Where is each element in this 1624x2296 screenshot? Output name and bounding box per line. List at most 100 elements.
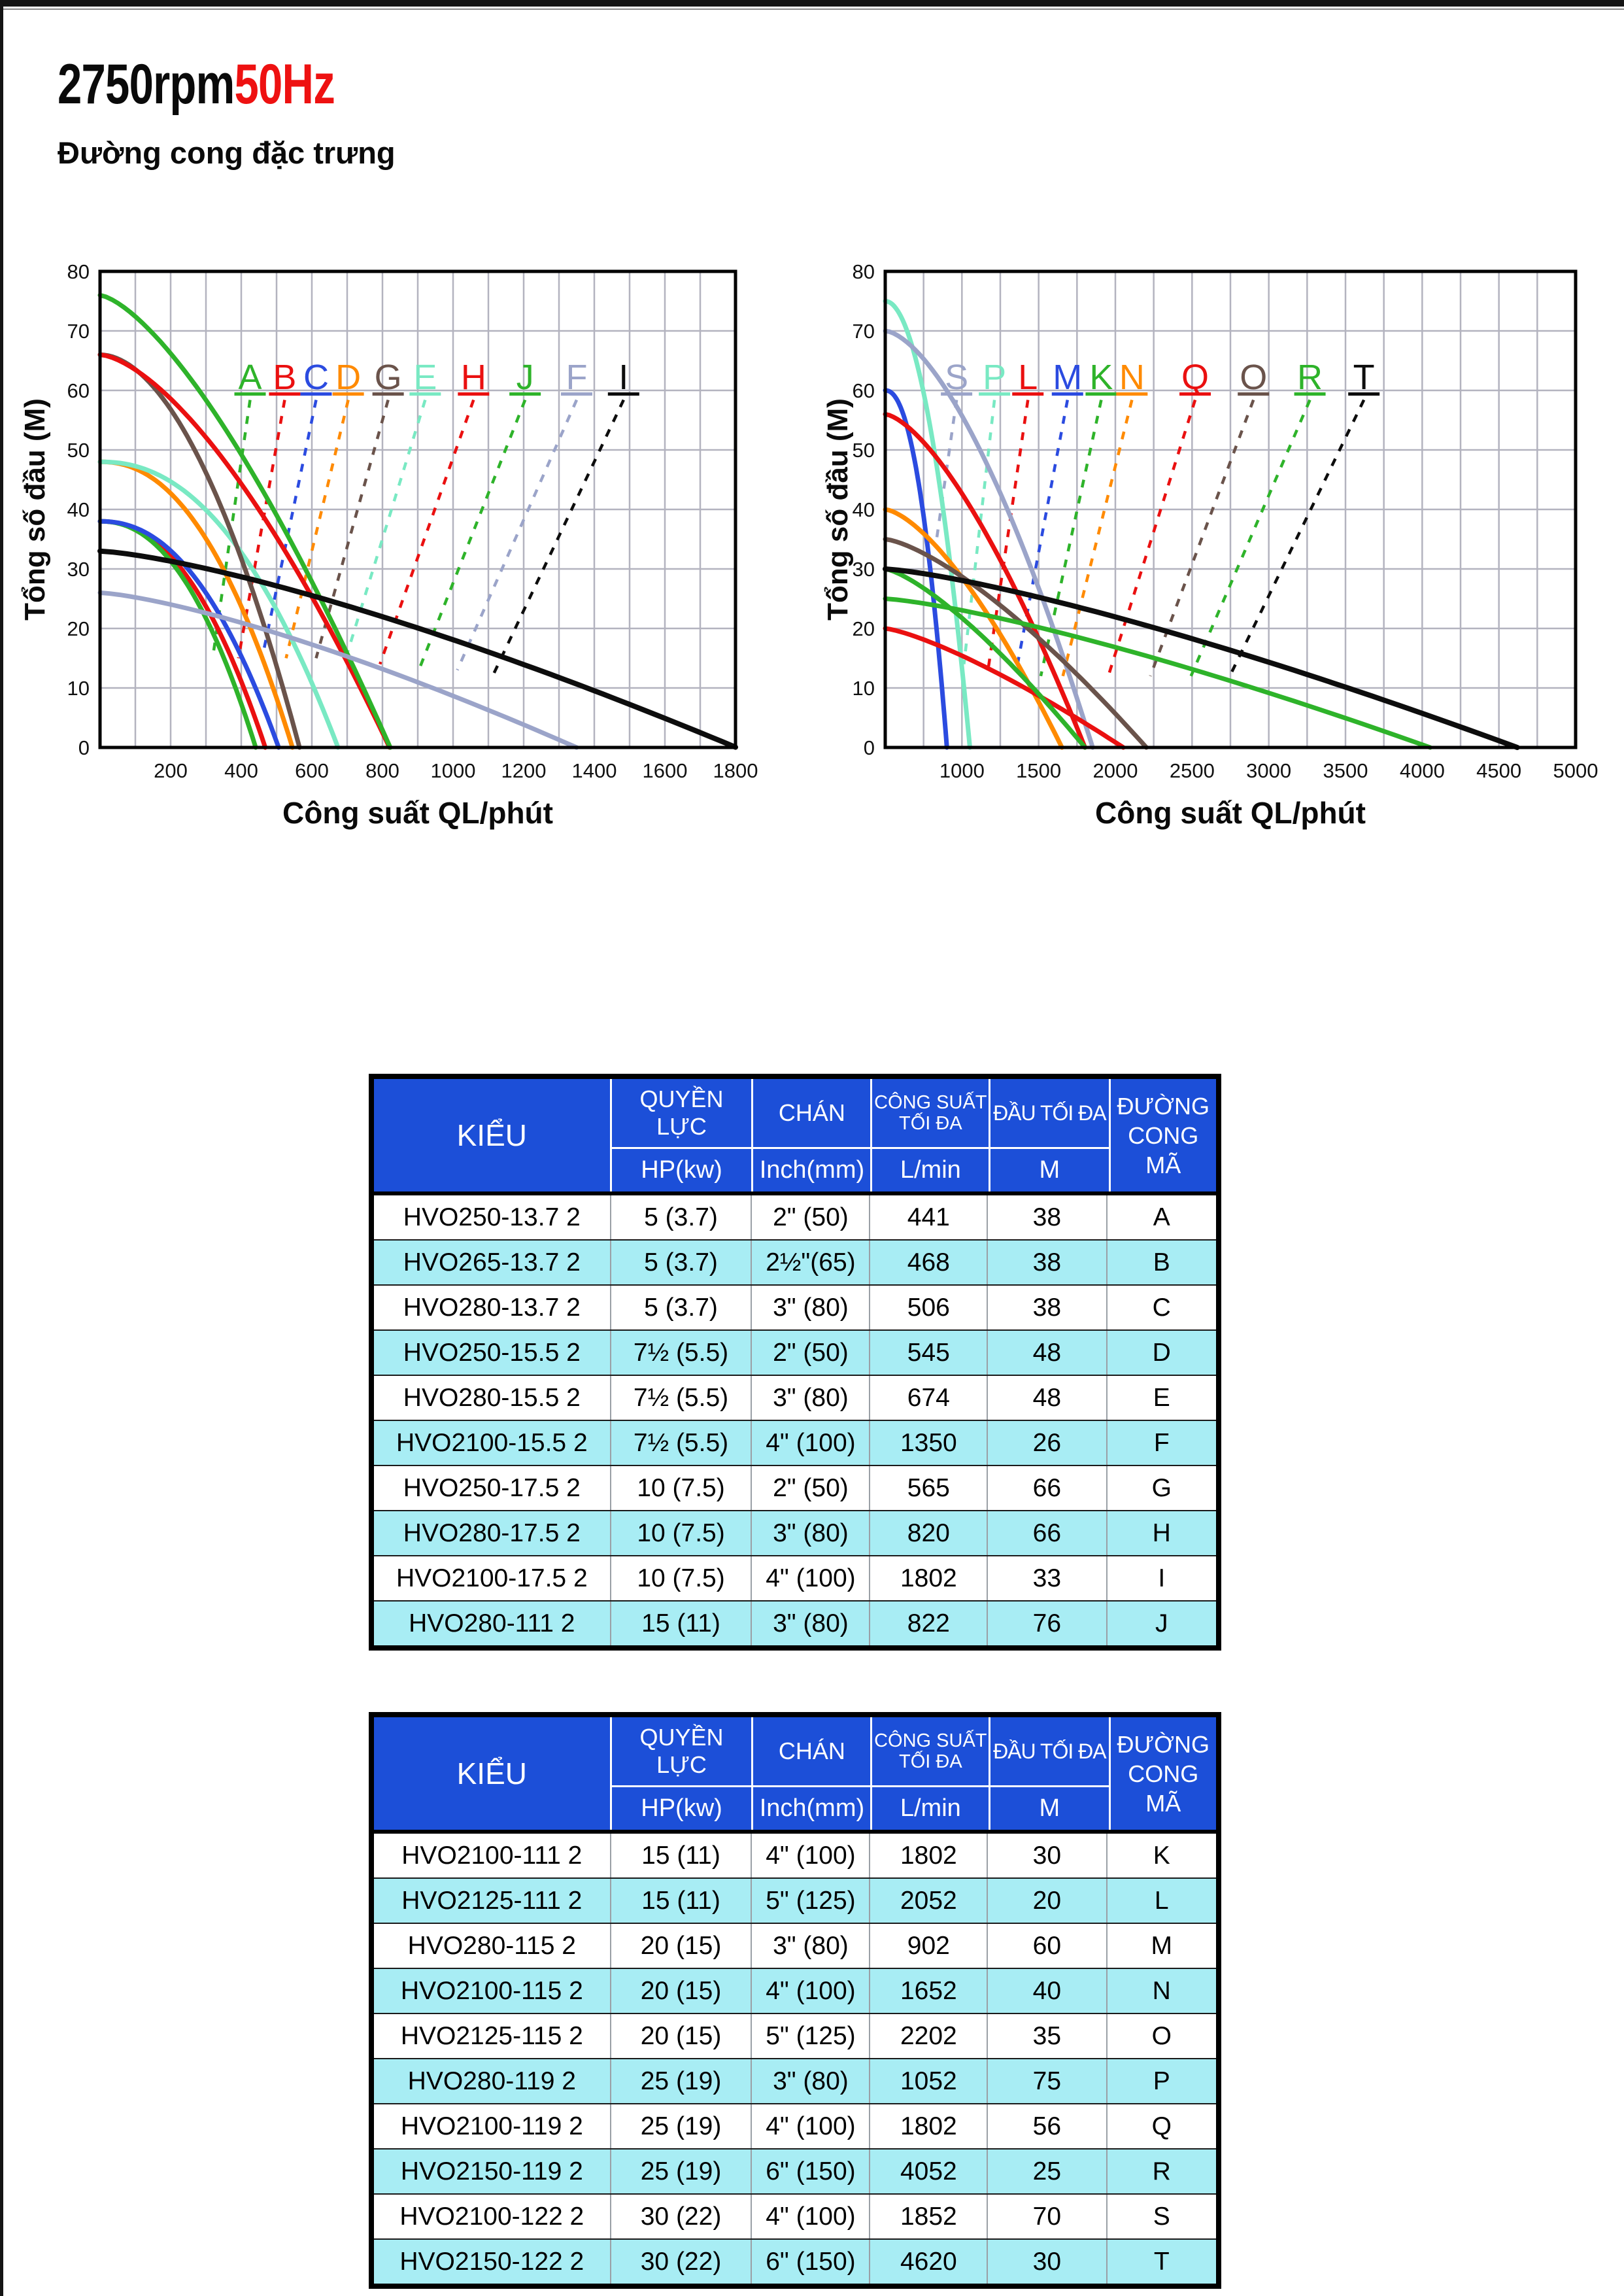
pump-curve-P xyxy=(883,299,972,750)
curve-code-cell: E xyxy=(1106,1376,1217,1420)
power-cell: 5 (3.7) xyxy=(609,1241,751,1284)
table-header: KIỂU QUYỀN LỰC HP(kw) CHÁN Inch(mm) CÔNG… xyxy=(374,1717,1216,1834)
outlet-cell: 2" (50) xyxy=(751,1331,869,1375)
y-axis-title: Tổng số đầu (M) xyxy=(822,398,854,621)
model-cell: HVO2100-17.5 2 xyxy=(396,1564,588,1592)
curve-letter-M: M xyxy=(1053,358,1082,397)
col-header-outlet-label: CHÁN xyxy=(778,1099,845,1126)
power-cell: 5 (3.7) xyxy=(609,1195,751,1239)
pump-curve-Q xyxy=(883,411,1087,750)
max-flow-cell: 674 xyxy=(869,1376,987,1420)
col-header-power-title: QUYỀN LỰC xyxy=(612,1717,752,1785)
table-header: KIỂU QUYỀN LỰC HP(kw) CHÁN Inch(mm) CÔNG… xyxy=(374,1079,1216,1195)
col-header-max-flow-unit: L/min xyxy=(872,1147,989,1191)
max-flow-cell: 1350 xyxy=(869,1421,987,1465)
curve-letter-B: B xyxy=(273,358,296,397)
max-flow-cell: 441 xyxy=(869,1195,987,1239)
col-header-max-head-unit-label: M xyxy=(1039,1156,1060,1184)
table-body: HVO2100-111 2 15 (11) 4" (100) 1802 30 K HVO21… xyxy=(374,1834,1216,2284)
plot-border xyxy=(98,269,737,749)
col-header-power-label: QUYỀN LỰC xyxy=(639,1724,724,1778)
y-tick-label: 10 xyxy=(67,677,90,700)
curve-leader-E xyxy=(342,399,427,665)
x-tick-label: 1200 xyxy=(501,759,547,782)
pump-curve-M xyxy=(883,388,949,750)
table-row: HVO2150-119 2 25 (19) 6" (150) 4052 25 R xyxy=(374,2148,1216,2193)
chart-left: A B C D G E H J F I 0 10 20 30 40 50 60 70 80 200 400 600 800 1… xyxy=(19,260,758,830)
x-tick-label: 3000 xyxy=(1246,759,1291,782)
y-tick-label: 10 xyxy=(853,677,875,700)
model-cell: HVO280-115 2 xyxy=(407,1931,576,1960)
max-head-cell: 30 xyxy=(987,1834,1106,1877)
curve-code-cell: D xyxy=(1106,1331,1217,1375)
max-flow-cell: 506 xyxy=(869,1286,987,1329)
col-header-max-flow-unit: L/min xyxy=(872,1785,989,1830)
model-cell: HVO280-13.7 2 xyxy=(403,1293,581,1322)
y-tick-label: 70 xyxy=(853,320,875,343)
max-flow-cell: 1852 xyxy=(869,2195,987,2238)
col-header-curve-line1: ĐƯỜNG xyxy=(1117,1092,1210,1120)
pump-curve-T xyxy=(883,566,1520,750)
x-tick-label: 1000 xyxy=(939,759,985,782)
pump-curve-E xyxy=(97,459,341,750)
x-tick-label: 1800 xyxy=(713,759,758,782)
outlet-cell: 2" (50) xyxy=(751,1195,869,1239)
outlet-cell: 3" (80) xyxy=(751,1511,869,1555)
col-header-max-flow-line1: CÔNG SUẤT xyxy=(874,1730,987,1751)
pump-curve-A xyxy=(97,519,258,750)
col-header-max-head-title: ĐẦU TỐI ĐA xyxy=(990,1717,1108,1785)
curve-code-cell: M xyxy=(1106,1924,1217,1968)
col-header-max-flow-title: CÔNG SUẤT TỐI ĐA xyxy=(872,1717,989,1785)
curve-leader-J xyxy=(417,399,527,671)
col-header-outlet-unit: Inch(mm) xyxy=(753,1785,871,1830)
max-head-cell: 56 xyxy=(987,2104,1106,2148)
col-header-outlet-unit: Inch(mm) xyxy=(753,1147,871,1191)
x-tick-label: 3500 xyxy=(1323,759,1368,782)
col-header-curve: ĐƯỜNG CONG MÃ xyxy=(1108,1717,1217,1830)
x-tick-label: 400 xyxy=(224,759,258,782)
max-head-cell: 76 xyxy=(987,1602,1106,1645)
curve-leader-N xyxy=(1061,400,1134,677)
curve-code-cell: J xyxy=(1106,1602,1217,1645)
model-cell: HVO2125-111 2 xyxy=(401,1886,583,1915)
y-tick-label: 60 xyxy=(67,379,90,402)
power-cell: 15 (11) xyxy=(609,1602,751,1645)
x-tick-label: 5000 xyxy=(1553,759,1599,782)
table-row: HVO280-15.5 2 7½ (5.5) 3" (80) 674 48 E xyxy=(374,1375,1216,1420)
curve-code-cell: C xyxy=(1106,1286,1217,1329)
y-tick-label: 20 xyxy=(67,617,90,640)
curve-code-cell: H xyxy=(1106,1511,1217,1555)
curve-code-cell: R xyxy=(1106,2150,1217,2193)
power-cell: 5 (3.7) xyxy=(609,1286,751,1329)
max-flow-cell: 2202 xyxy=(869,2014,987,2058)
curve-letter-P: P xyxy=(983,358,1006,397)
col-header-outlet-unit-label: Inch(mm) xyxy=(759,1156,865,1184)
x-axis-title: Công suất QL/phút xyxy=(1095,796,1366,830)
curve-code-cell: Q xyxy=(1106,2104,1217,2148)
table-row: HVO280-115 2 20 (15) 3" (80) 902 60 M xyxy=(374,1923,1216,1968)
max-flow-cell: 1802 xyxy=(869,2104,987,2148)
max-flow-cell: 468 xyxy=(869,1241,987,1284)
col-header-power: QUYỀN LỰC HP(kw) xyxy=(609,1717,752,1830)
model-cell: HVO2100-111 2 xyxy=(401,1841,583,1870)
curve-leader-G xyxy=(314,399,390,659)
col-header-outlet-label: CHÁN xyxy=(778,1738,845,1764)
power-cell: 20 (15) xyxy=(609,1969,751,2013)
title-rpm: 2750rpm xyxy=(58,53,235,116)
max-head-cell: 38 xyxy=(987,1241,1106,1284)
max-flow-cell: 2052 xyxy=(869,1879,987,1923)
model-cell: HVO280-119 2 xyxy=(407,2066,576,2095)
power-cell: 10 (7.5) xyxy=(609,1556,751,1600)
chart-right: S P L M K N Q O R T 0 10 20 30 40 50 60 70 80 1000 1500 2000 2… xyxy=(822,260,1598,830)
model-cell: HVO2100-122 2 xyxy=(399,2202,584,2231)
y-tick-label: 0 xyxy=(864,736,875,759)
curve-leader-B xyxy=(237,400,286,659)
power-cell: 30 (22) xyxy=(609,2195,751,2238)
model-cell: HVO265-13.7 2 xyxy=(403,1248,581,1277)
pump-curve-O xyxy=(883,537,1149,750)
table-row: HVO2100-119 2 25 (19) 4" (100) 1802 56 Q xyxy=(374,2103,1216,2148)
pump-curve-G xyxy=(97,352,302,750)
col-header-outlet-title: CHÁN xyxy=(753,1717,870,1785)
table-row: HVO2100-122 2 30 (22) 4" (100) 1852 70 S xyxy=(374,2193,1216,2238)
